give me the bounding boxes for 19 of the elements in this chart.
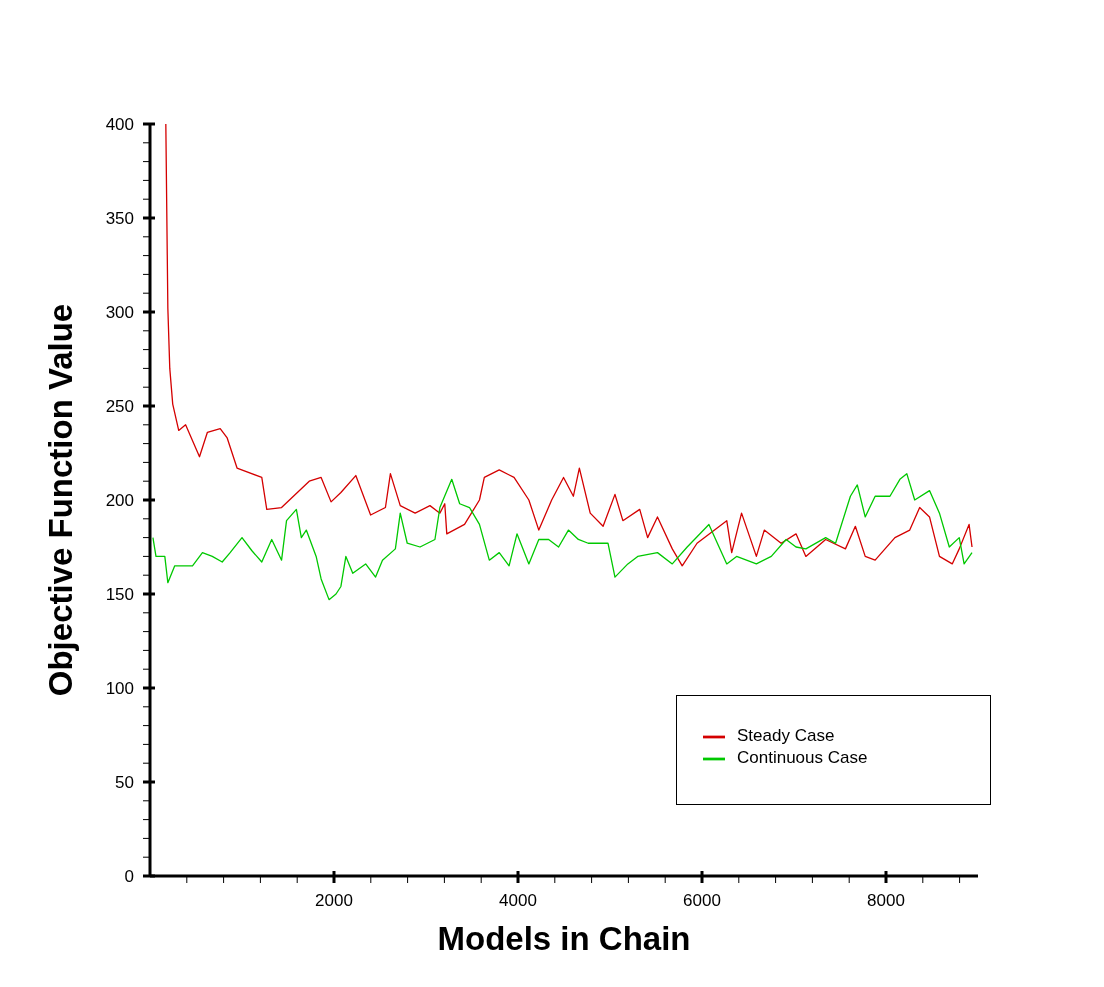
- x-tick-label: 2000: [315, 891, 353, 910]
- x-tick-label: 4000: [499, 891, 537, 910]
- y-tick-label: 150: [105, 585, 134, 604]
- y-tick-label: 50: [115, 773, 134, 792]
- y-tick-label: 250: [105, 397, 134, 416]
- legend-label: Steady Case: [737, 726, 835, 746]
- x-tick-label: 8000: [867, 891, 905, 910]
- y-tick-label: 200: [105, 491, 134, 510]
- y-tick-label: 0: [124, 867, 134, 886]
- x-tick-label: 6000: [683, 891, 721, 910]
- y-tick-label: 300: [105, 303, 134, 322]
- y-tick-label: 400: [105, 115, 134, 134]
- line-series: [152, 473, 973, 601]
- y-axis-title: Objective Function Value: [41, 303, 79, 697]
- y-tick-label: 100: [105, 679, 134, 698]
- legend-label: Continuous Case: [737, 748, 868, 768]
- line-series: [165, 124, 973, 567]
- y-tick-label: 350: [105, 209, 134, 228]
- x-axis-title: Models in Chain: [437, 920, 691, 957]
